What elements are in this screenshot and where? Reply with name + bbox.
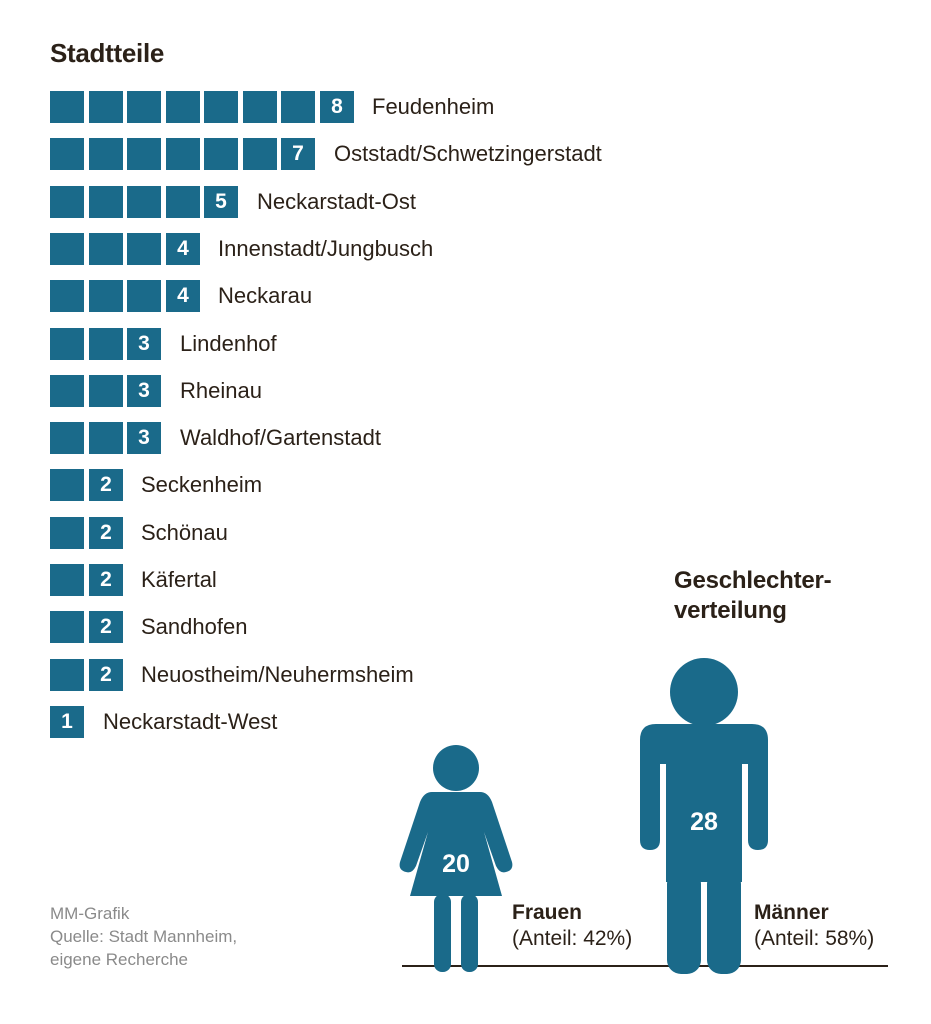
bar-unit xyxy=(127,91,161,123)
bar-unit xyxy=(50,91,84,123)
category-label: Neckarstadt-Ost xyxy=(257,189,416,214)
women-share: (Anteil: 42%) xyxy=(512,927,633,950)
men-count: 28 xyxy=(690,808,718,836)
bar-unit xyxy=(89,91,123,123)
bar-unit xyxy=(127,138,161,170)
bar-row: 4 Innenstadt/Jungbusch xyxy=(50,233,850,265)
bar-unit xyxy=(89,280,123,312)
bar-value-label: 2 xyxy=(89,469,123,501)
bar-value-label: 2 xyxy=(89,517,123,549)
woman-icon xyxy=(399,745,513,972)
bar-value-label: 3 xyxy=(127,422,161,454)
bar-value-label: 5 xyxy=(204,186,238,218)
bar-unit xyxy=(50,186,84,218)
bar-value-label: 2 xyxy=(89,611,123,643)
bar-row: 3 Lindenhof xyxy=(50,328,850,360)
source-line-2: Quelle: Stadt Mannheim, xyxy=(50,927,238,946)
category-label: Schönau xyxy=(141,520,228,545)
bar-value-label: 3 xyxy=(127,328,161,360)
bar-unit xyxy=(127,233,161,265)
bar-unit xyxy=(89,375,123,407)
bar-value-label: 2 xyxy=(89,564,123,596)
bar-unit xyxy=(281,91,315,123)
bar-unit xyxy=(50,564,84,596)
bar-unit xyxy=(89,138,123,170)
category-label: Lindenhof xyxy=(180,331,277,356)
bar-value-label: 1 xyxy=(50,706,84,738)
men-share: (Anteil: 58%) xyxy=(754,927,875,950)
category-label: Oststadt/Schwetzingerstadt xyxy=(334,141,602,166)
category-label: Rheinau xyxy=(180,378,262,403)
bar-row: 5 Neckarstadt-Ost xyxy=(50,186,850,218)
category-label: Innenstadt/Jungbusch xyxy=(218,236,434,261)
men-name: Männer xyxy=(754,901,829,924)
category-label: Waldhof/Gartenstadt xyxy=(180,425,381,450)
bar-unit xyxy=(166,186,200,218)
chart-title: Stadtteile xyxy=(50,38,165,68)
bar-value-label: 4 xyxy=(166,280,200,312)
category-label: Käfertal xyxy=(141,567,217,592)
bar-value-label: 7 xyxy=(281,138,315,170)
category-label: Neuostheim/Neuhermsheim xyxy=(141,662,414,687)
bar-value-label: 4 xyxy=(166,233,200,265)
bar-row: 3 Rheinau xyxy=(50,375,850,407)
gender-title-line-1: Geschlechter- xyxy=(674,567,832,594)
source-line-1: MM-Grafik xyxy=(50,904,130,923)
bar-row: 2 Seckenheim xyxy=(50,469,850,501)
category-label: Feudenheim xyxy=(372,94,495,119)
gender-title-line-2: verteilung xyxy=(674,597,787,624)
bar-row: 3 Waldhof/Gartenstadt xyxy=(50,422,850,454)
bar-unit xyxy=(204,138,238,170)
women-name: Frauen xyxy=(512,901,583,924)
bar-unit xyxy=(50,138,84,170)
man-icon xyxy=(640,658,768,974)
bar-unit xyxy=(50,375,84,407)
category-label: Neckarau xyxy=(218,283,313,308)
bar-unit xyxy=(50,422,84,454)
source-line-3: eigene Recherche xyxy=(50,950,188,969)
bar-unit xyxy=(243,138,277,170)
bar-row: 2 Sandhofen xyxy=(50,611,850,643)
bar-unit xyxy=(89,422,123,454)
gender-chart-title: Geschlechter- verteilung xyxy=(674,566,832,626)
bar-value-label: 8 xyxy=(320,91,354,123)
bar-value-label: 3 xyxy=(127,375,161,407)
bar-row: 1 Neckarstadt-West xyxy=(50,706,850,738)
women-label: Frauen (Anteil: 42%) xyxy=(512,900,632,952)
bar-unit xyxy=(127,280,161,312)
bar-unit xyxy=(50,611,84,643)
bar-unit xyxy=(89,328,123,360)
bar-row: 8 Feudenheim xyxy=(50,91,850,123)
bar-unit xyxy=(50,328,84,360)
bar-unit xyxy=(243,91,277,123)
bar-unit xyxy=(166,91,200,123)
bar-row: 7 Oststadt/Schwetzingerstadt xyxy=(50,138,850,170)
bar-unit xyxy=(89,186,123,218)
bar-unit xyxy=(50,469,84,501)
bar-unit xyxy=(50,659,84,691)
bar-unit xyxy=(166,138,200,170)
bar-unit xyxy=(50,517,84,549)
category-label: Neckarstadt-West xyxy=(103,709,278,734)
bar-row: 2 Käfertal xyxy=(50,564,850,596)
category-label: Seckenheim xyxy=(141,472,263,497)
source-note: MM-Grafik Quelle: Stadt Mannheim, eigene… xyxy=(50,902,237,971)
men-label: Männer (Anteil: 58%) xyxy=(754,900,874,952)
bar-unit xyxy=(127,186,161,218)
bar-value-label: 2 xyxy=(89,659,123,691)
category-label: Sandhofen xyxy=(141,614,248,639)
bar-unit xyxy=(204,91,238,123)
bar-row: 4 Neckarau xyxy=(50,280,850,312)
bar-row: 2 Schönau xyxy=(50,517,850,549)
bar-unit xyxy=(50,280,84,312)
women-count: 20 xyxy=(442,850,470,878)
bar-row: 2 Neuostheim/Neuhermsheim xyxy=(50,659,850,691)
bar-unit xyxy=(89,233,123,265)
bar-unit xyxy=(50,233,84,265)
